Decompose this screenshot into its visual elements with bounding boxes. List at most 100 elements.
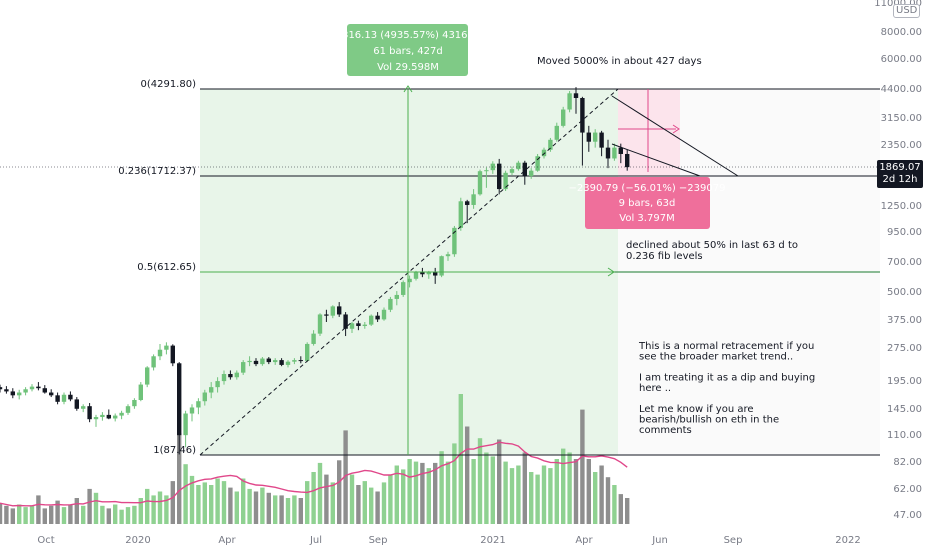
time-tick-label: Jul <box>309 535 322 546</box>
volume-bar <box>509 468 515 524</box>
current-price-value: 1869.07 <box>879 162 921 173</box>
volume-bar <box>4 505 9 524</box>
price-tick-label: 3150.00 <box>881 113 922 124</box>
candle-body <box>151 356 156 368</box>
volume-bar <box>381 482 387 524</box>
volume-bar <box>74 498 79 524</box>
volume-bar <box>132 505 137 524</box>
price-tick-label: 6000.00 <box>881 54 922 65</box>
candle-body <box>55 395 60 402</box>
channel-upper-line <box>611 95 739 177</box>
decline-measure-bars: 9 bars, 63d <box>619 198 676 209</box>
candle-body <box>285 361 291 365</box>
volume-bar <box>580 409 585 524</box>
candle-body <box>29 386 35 390</box>
candle-body <box>503 172 508 190</box>
volume-bar <box>458 394 463 524</box>
volume-bar <box>586 459 591 524</box>
volume-bar <box>177 433 182 524</box>
volume-bar <box>599 465 604 524</box>
volume-bar <box>477 438 483 524</box>
candle-body <box>516 162 521 170</box>
candle-body <box>324 314 329 316</box>
volume-bar <box>452 443 457 524</box>
volume-bar <box>55 500 60 524</box>
volume-bar <box>196 485 201 524</box>
time-tick-label: 2020 <box>125 535 150 546</box>
volume-bar <box>125 507 131 524</box>
volume-bar <box>29 505 35 524</box>
candle-body <box>567 93 572 110</box>
volume-bar <box>605 477 611 524</box>
price-tick-label: 145.00 <box>887 404 922 415</box>
volume-bar <box>529 472 534 524</box>
candle-body <box>10 391 15 396</box>
fib-level-label: 1(87.46) <box>153 445 196 456</box>
rise-measure-change: 4316.13 (4935.57%) 431613 <box>336 30 481 41</box>
candle-body <box>471 194 476 205</box>
volume-bar <box>285 498 291 524</box>
commentary-line: comments <box>639 425 692 436</box>
volume-bar <box>241 478 246 524</box>
decline-measure-change: −2390.79 (−56.01%) −239079 <box>569 183 726 194</box>
candle-body <box>113 415 118 419</box>
volume-bar <box>23 507 28 524</box>
candle-body <box>228 374 233 378</box>
volume-bar <box>61 507 67 524</box>
currency-badge[interactable]: USD <box>893 4 921 18</box>
price-tick-label: 195.00 <box>887 376 922 387</box>
volume-bar <box>535 474 540 524</box>
candle-body <box>388 298 393 310</box>
volume-bar <box>356 485 361 524</box>
volume-bar <box>279 495 284 524</box>
volume-bar <box>522 452 527 524</box>
drawing-tools[interactable] <box>0 85 880 456</box>
volume-bar <box>81 505 86 524</box>
candle-body <box>4 389 9 392</box>
price-tick-label: 2350.00 <box>881 140 922 151</box>
volume-bar <box>170 481 175 524</box>
candle-body <box>209 387 214 393</box>
volume-bar <box>215 478 220 524</box>
price-tick-label: 375.00 <box>887 315 922 326</box>
price-tick-label: 4400.00 <box>881 84 922 95</box>
volume-bar <box>209 485 214 524</box>
candle-body <box>305 343 310 361</box>
volume-bar <box>362 481 367 524</box>
candle-body <box>42 388 47 393</box>
volume-bar <box>426 468 431 524</box>
candle-body <box>241 362 246 373</box>
volume-bar <box>465 426 470 524</box>
candle-body <box>132 399 137 407</box>
decline-measure-volume: Vol 3.797M <box>619 213 674 224</box>
candle-body <box>125 406 131 413</box>
volume-bar <box>260 487 265 524</box>
volume-bar <box>247 488 252 524</box>
time-tick-label: Sep <box>724 535 743 546</box>
price-tick-label: 110.00 <box>887 430 922 441</box>
volume-bar <box>151 495 156 524</box>
candle-body <box>145 367 150 385</box>
price-tick-label: 62.00 <box>893 484 922 495</box>
candle-body <box>81 406 86 409</box>
candle-body <box>369 315 374 325</box>
candle-body <box>247 360 252 363</box>
volume-bar <box>100 505 105 524</box>
candle-body <box>497 163 502 190</box>
candle-body <box>292 360 297 362</box>
candle-body <box>573 93 579 98</box>
candle-body <box>356 323 361 326</box>
volume-bar <box>413 461 419 524</box>
volume-bar <box>439 451 444 524</box>
candle-body <box>548 139 553 150</box>
candle-body <box>177 363 182 436</box>
candle-body <box>74 399 79 409</box>
candle-body <box>541 149 547 157</box>
candle-body <box>36 386 41 389</box>
candle-body <box>298 360 303 362</box>
candle-body <box>183 413 188 436</box>
commentary-line: This is a normal retracement if you <box>638 341 814 352</box>
volume-bar <box>68 504 73 524</box>
volume-bar <box>433 462 438 524</box>
